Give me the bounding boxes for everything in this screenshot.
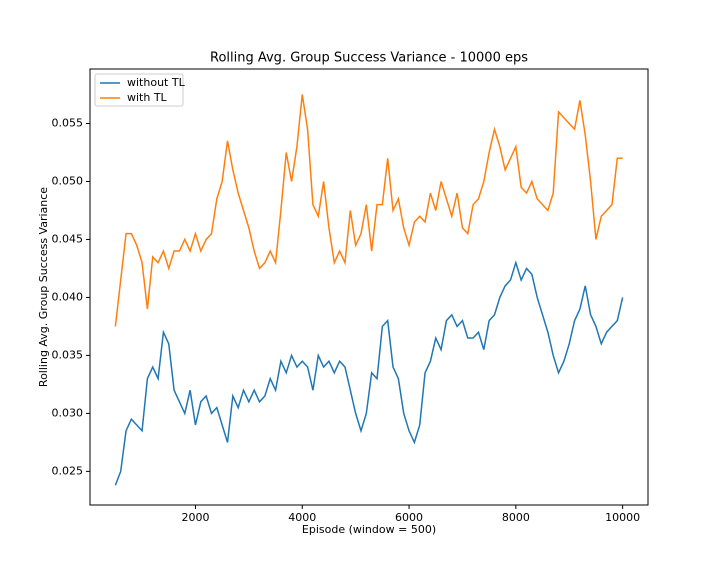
chart-title: Rolling Avg. Group Success Variance - 10…: [210, 51, 528, 66]
y-tick-label: 0.035: [52, 348, 84, 361]
x-tick-label: 6000: [395, 511, 423, 524]
x-tick-label: 2000: [181, 511, 209, 524]
x-tick-label: 4000: [288, 511, 316, 524]
data-line: [114, 94, 623, 327]
data-line: [114, 260, 624, 486]
x-axis-label: Episode (window = 500): [302, 523, 436, 536]
y-tick-label: 0.040: [52, 290, 84, 303]
plot-frame: [89, 68, 649, 506]
legend: without TL with TL: [94, 73, 186, 107]
y-axis-label: Rolling Avg. Group Success Variance: [37, 187, 50, 387]
y-tick-label: 0.025: [52, 464, 84, 477]
legend-label: with TL: [127, 91, 168, 104]
y-tick-label: 0.030: [52, 406, 84, 419]
y-tick-label: 0.055: [52, 117, 84, 130]
y-tick-label: 0.045: [52, 232, 84, 245]
legend-label: without TL: [127, 76, 186, 89]
x-tick-label: 10000: [605, 511, 640, 524]
x-tick-label: 8000: [502, 511, 530, 524]
y-tick-label: 0.050: [52, 174, 84, 187]
